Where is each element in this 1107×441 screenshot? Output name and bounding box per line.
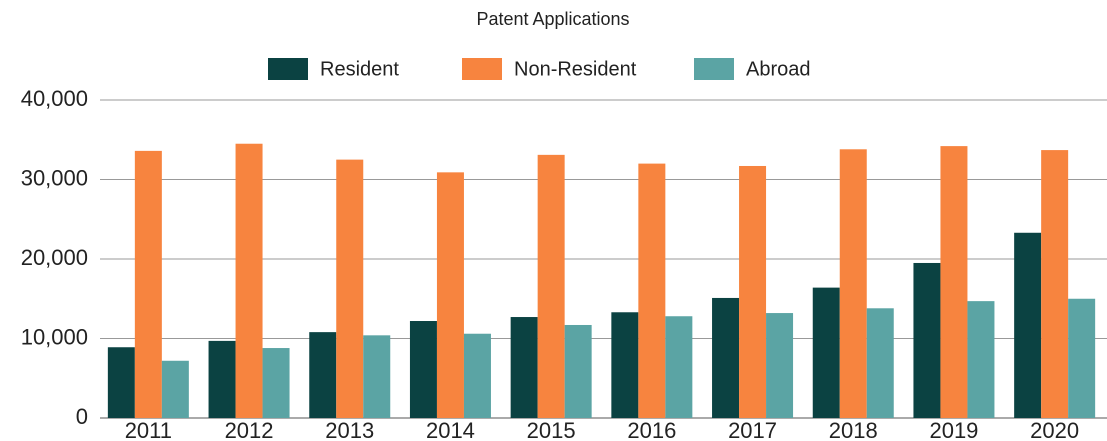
- bar: [1041, 150, 1069, 418]
- bar: [967, 301, 995, 418]
- y-tick-label: 0: [76, 404, 88, 429]
- bar: [107, 347, 135, 418]
- bar: [134, 150, 162, 418]
- x-tick-label: 2015: [527, 418, 576, 441]
- bar: [409, 321, 437, 418]
- bar: [1014, 232, 1042, 418]
- x-tick-label: 2019: [929, 418, 978, 441]
- bar: [611, 312, 639, 418]
- y-tick-label: 30,000: [21, 165, 88, 190]
- bar: [262, 348, 290, 418]
- bar: [463, 333, 491, 418]
- bar: [866, 308, 894, 418]
- bar: [208, 340, 236, 418]
- x-tick-label: 2012: [225, 418, 274, 441]
- bar: [363, 335, 391, 418]
- legend-swatch: [462, 58, 502, 80]
- x-tick-label: 2013: [325, 418, 374, 441]
- legend-label: Abroad: [746, 58, 811, 80]
- chart-title: Patent Applications: [476, 9, 629, 29]
- bar: [638, 163, 666, 418]
- legend-label: Non-Resident: [514, 58, 637, 80]
- bar: [913, 262, 941, 418]
- x-tick-label: 2011: [125, 418, 172, 441]
- bar: [812, 287, 840, 418]
- y-tick-label: 40,000: [21, 86, 88, 111]
- bar: [564, 324, 592, 418]
- x-tick-label: 2016: [627, 418, 676, 441]
- bar: [510, 317, 538, 418]
- legend-label: Resident: [320, 58, 399, 80]
- bar: [766, 313, 794, 418]
- x-tick-label: 2020: [1030, 418, 1079, 441]
- legend-swatch: [268, 58, 308, 80]
- bar: [537, 154, 565, 419]
- bar: [739, 165, 767, 418]
- bar: [712, 297, 740, 418]
- bar: [336, 159, 364, 418]
- bar: [1068, 298, 1096, 418]
- legend-swatch: [694, 58, 734, 80]
- bar: [161, 360, 189, 418]
- y-tick-label: 20,000: [21, 245, 88, 270]
- x-tick-label: 2018: [829, 418, 878, 441]
- y-tick-label: 10,000: [21, 324, 88, 349]
- bar: [940, 146, 968, 419]
- bar: [436, 172, 464, 418]
- x-tick-label: 2017: [728, 418, 777, 441]
- bar: [309, 332, 337, 418]
- bar: [839, 149, 867, 419]
- bar: [235, 143, 263, 418]
- bar: [665, 316, 693, 418]
- x-tick-label: 2014: [426, 418, 475, 441]
